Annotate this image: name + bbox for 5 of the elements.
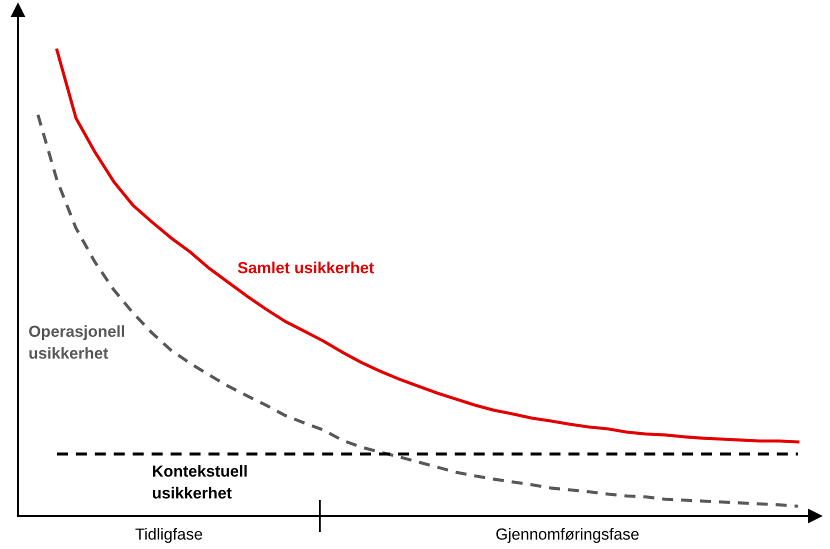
series-label: Operasjonell usikkerhet <box>29 325 124 359</box>
text: Tidligfase <box>135 528 202 543</box>
text: Gjennomføringsfase <box>496 528 639 543</box>
series-label: Kontekstuell usikkerhet <box>152 465 247 499</box>
series-label: Samlet usikkerhet <box>238 262 374 274</box>
